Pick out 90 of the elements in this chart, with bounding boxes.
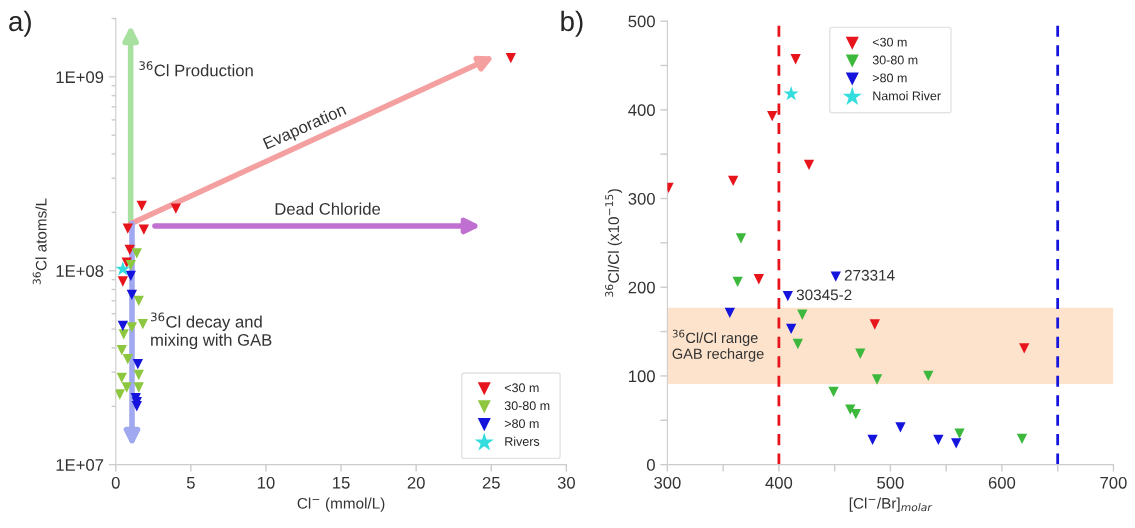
x-tick-label: 0 <box>111 476 120 489</box>
point <box>933 434 944 445</box>
point <box>753 274 764 285</box>
point <box>869 319 880 330</box>
point <box>951 438 962 449</box>
annotation: $^{36}$Cl decay and mixing with GAB <box>151 312 272 350</box>
y-tick-label: 500 <box>628 15 655 28</box>
y-axis-title: $^{36}$Cl/Cl (x10$^{−15}$) <box>605 189 623 297</box>
band-label: $^{36}$Cl/Cl range GAB recharge <box>672 329 764 362</box>
x-tick-label: 700 <box>1100 476 1127 489</box>
point <box>845 404 856 415</box>
point <box>138 224 150 235</box>
point <box>131 248 142 259</box>
y-tick-label: 0 <box>646 459 655 471</box>
point <box>131 401 142 412</box>
point <box>124 244 135 256</box>
chart-title: a) <box>9 10 31 37</box>
x-tick-label: 20 <box>407 476 425 489</box>
point <box>728 175 739 186</box>
legend-label: <30 m <box>504 383 539 393</box>
point <box>954 428 965 439</box>
point <box>867 434 878 445</box>
x-tick-label: 400 <box>765 476 793 489</box>
y-tick-label: 1E+08 <box>56 265 104 277</box>
point <box>1019 343 1030 354</box>
annotation: 273314 <box>844 269 895 281</box>
point <box>767 110 778 122</box>
x-tick-label: 25 <box>482 476 500 489</box>
point <box>137 319 148 330</box>
x-tick-label: 5 <box>186 477 195 489</box>
x-axis-title: [Cl$^{−}$/Br]$_{molar}$ <box>849 497 933 512</box>
point <box>792 338 803 350</box>
point <box>782 290 793 302</box>
point <box>505 52 516 64</box>
point <box>783 85 799 101</box>
x-tick-label: 300 <box>654 476 681 489</box>
point <box>1016 433 1028 445</box>
y-tick-label: 200 <box>628 281 655 294</box>
point <box>118 329 129 340</box>
x-tick-label: 10 <box>257 476 275 489</box>
annotation: $^{36}$Cl Production <box>139 61 253 77</box>
legend-label: Rivers <box>505 436 540 446</box>
y-tick-label: 400 <box>628 104 655 117</box>
y-tick-label: 1E+07 <box>56 459 104 471</box>
point <box>871 374 883 385</box>
point <box>122 354 133 365</box>
legend-label: >80 m <box>872 73 907 83</box>
point <box>133 382 144 393</box>
point <box>125 259 136 271</box>
point <box>732 276 743 288</box>
point <box>117 276 128 287</box>
x-tick-label: 15 <box>333 477 350 489</box>
legend-label: 30-80 m <box>872 55 918 65</box>
point <box>117 320 128 331</box>
point <box>136 200 147 212</box>
point <box>125 270 136 282</box>
y-tick-label: 100 <box>629 370 655 383</box>
x-tick-label: 600 <box>988 476 1016 489</box>
point <box>115 389 125 400</box>
point <box>115 261 131 276</box>
point <box>122 223 133 234</box>
point <box>828 386 839 398</box>
annotation: 30345-2 <box>796 289 852 301</box>
x-tick-label: 500 <box>877 476 904 489</box>
point <box>121 382 132 393</box>
point <box>724 307 735 319</box>
point <box>790 54 801 65</box>
point <box>735 233 747 244</box>
point <box>895 422 906 433</box>
point <box>132 358 143 370</box>
point <box>830 271 841 282</box>
y-axis-title: $^{36}$Cl atoms/L <box>32 198 47 285</box>
legend-label: <30 m <box>872 37 907 47</box>
point <box>126 322 137 333</box>
chart-title: b) <box>561 10 583 37</box>
point <box>126 289 137 301</box>
annotation: Dead Chloride <box>275 202 381 215</box>
point <box>116 344 127 356</box>
point <box>133 369 144 381</box>
legend-label: Namoi River <box>873 91 941 101</box>
point <box>803 159 815 170</box>
legend-label: >80 m <box>504 419 539 429</box>
y-tick-label: 1E+09 <box>56 71 104 84</box>
point <box>786 323 797 335</box>
x-tick-label: 30 <box>557 476 575 489</box>
x-axis-title: Cl$^{−}$ (mmol/L) <box>297 497 385 512</box>
point <box>116 372 127 384</box>
point <box>923 370 934 382</box>
y-tick-label: 300 <box>628 192 655 205</box>
legend-label: 30-80 m <box>504 401 550 411</box>
